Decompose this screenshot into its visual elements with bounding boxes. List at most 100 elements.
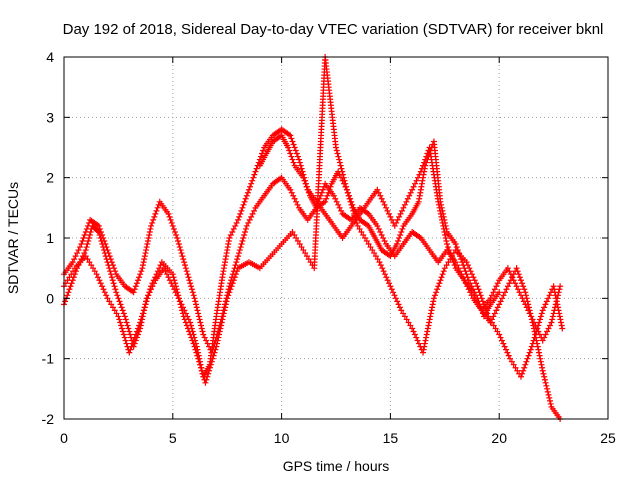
data-point [532,331,539,338]
data-point [520,367,527,374]
x-axis-label: GPS time / hours [283,458,390,474]
data-point [200,331,207,338]
data-point [498,337,505,344]
data-point [436,280,443,287]
data-point [383,274,390,281]
data-point [229,280,236,287]
data-point [149,219,156,226]
data-point [537,355,544,362]
data-point [173,231,180,238]
data-point [362,235,369,241]
data-point [388,286,395,293]
data-point [294,153,301,160]
data-point [365,241,372,248]
data-point [215,334,222,341]
data-point [242,195,249,202]
data-point [293,150,300,157]
data-point [457,253,464,260]
data-point [121,334,128,341]
data-point [84,222,91,229]
data-point [523,304,530,311]
data-point [324,192,331,199]
data-point [537,313,544,320]
data-point [291,231,298,238]
data-point [107,268,114,275]
data-point [553,298,560,305]
data-point [195,310,202,317]
data-point [123,340,130,347]
data-point [334,150,341,157]
data-point [488,319,495,326]
data-point [378,195,385,202]
data-point [116,316,123,323]
data-point [128,343,135,350]
data-point [145,235,152,241]
data-point [337,162,344,169]
data-point [252,168,259,175]
data-point [383,204,390,211]
data-point [139,310,146,317]
data-point [127,346,134,353]
data-point [181,262,188,269]
data-point [455,250,462,257]
data-point [395,238,402,245]
data-point [546,322,553,329]
data-point [325,189,332,196]
data-point [122,337,129,344]
data-point [470,274,477,281]
data-point [519,370,526,377]
data-point [429,304,436,311]
data-point [197,364,204,371]
data-point [219,316,226,323]
data-point [496,331,503,338]
data-point [235,253,242,260]
data-point [349,201,356,208]
data-point [516,274,523,281]
y-tick-label: 2 [46,170,54,186]
data-point [292,147,299,154]
data-point [401,201,408,208]
data-point [396,213,403,220]
data-point [176,295,183,302]
data-point [152,274,159,281]
data-point [387,213,394,220]
data-point [327,183,334,190]
data-point [175,292,182,299]
data-point [176,298,183,305]
data-point [180,256,187,263]
data-point [558,319,565,326]
data-point [119,325,126,332]
data-point [137,271,144,278]
data-point [102,241,109,248]
data-point [421,340,428,347]
data-point [108,274,115,281]
data-point [293,235,300,241]
data-point [354,222,361,229]
data-point [474,283,481,290]
data-point [163,271,170,278]
data-point [534,343,541,350]
data-point [363,238,370,245]
data-point [237,244,244,251]
data-point [543,382,550,389]
data-point [196,316,203,323]
data-point [531,319,538,326]
data-point [443,241,450,248]
data-point [502,289,509,296]
data-point [522,289,529,296]
data-point [137,319,144,326]
data-point [409,186,416,193]
data-point [90,265,97,272]
data-point [463,271,470,278]
data-point [543,298,550,305]
data-point [470,286,477,293]
data-point [204,340,211,347]
data-point [86,235,93,241]
data-point [420,349,427,356]
data-point [154,268,161,275]
data-point [381,201,388,208]
data-point [114,292,121,299]
data-point [72,253,79,260]
data-point [101,238,108,245]
axis-ticks: 0 5 10 15 20 25 -2 -1 0 1 2 3 4 [42,49,616,446]
